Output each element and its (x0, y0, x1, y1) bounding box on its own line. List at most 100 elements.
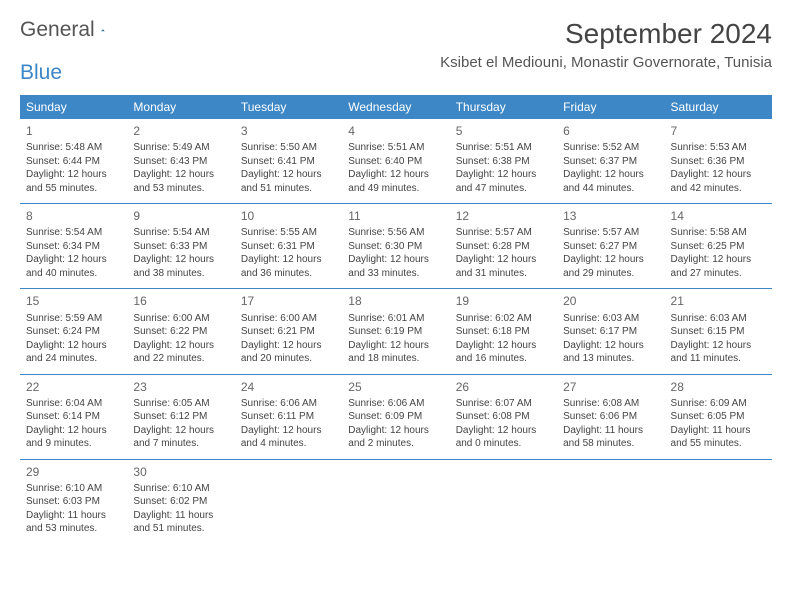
calendar-cell: 21Sunrise: 6:03 AMSunset: 6:15 PMDayligh… (665, 289, 772, 374)
calendar-cell: 28Sunrise: 6:09 AMSunset: 6:05 PMDayligh… (665, 374, 772, 459)
calendar-cell: 4 Sunrise: 5:51 AMSunset: 6:40 PMDaylight… (342, 119, 449, 204)
day-number: 11 (348, 208, 443, 224)
sunrise-line: Sunrise: 5:51 AM (348, 141, 443, 155)
calendar-cell: 10Sunrise: 5:55 AMSunset: 6:31 PMDayligh… (235, 204, 342, 289)
sunset-line: Sunset: 6:44 PM (26, 155, 121, 169)
sunset-line: Sunset: 6:37 PM (563, 155, 658, 169)
sunset-line: Sunset: 6:43 PM (133, 155, 228, 169)
day-number: 16 (133, 293, 228, 309)
day-number: 5 (456, 123, 551, 139)
day-number: 8 (26, 208, 121, 224)
daylight-line: Daylight: 12 hours and 7 minutes. (133, 424, 228, 451)
day-number: 20 (563, 293, 658, 309)
calendar-header: SundayMondayTuesdayWednesdayThursdayFrid… (20, 95, 772, 119)
location: Ksibet el Mediouni, Monastir Governorate… (440, 54, 772, 71)
calendar-cell (557, 459, 664, 544)
daylight-line: Daylight: 12 hours and 16 minutes. (456, 339, 551, 366)
daylight-line: Daylight: 12 hours and 49 minutes. (348, 168, 443, 195)
weekday-header: Thursday (450, 95, 557, 119)
sunrise-line: Sunrise: 5:58 AM (671, 226, 766, 240)
sunrise-line: Sunrise: 6:10 AM (26, 482, 121, 496)
sunset-line: Sunset: 6:02 PM (133, 495, 228, 509)
sunrise-line: Sunrise: 6:03 AM (563, 312, 658, 326)
sunrise-line: Sunrise: 5:55 AM (241, 226, 336, 240)
daylight-line: Daylight: 12 hours and 47 minutes. (456, 168, 551, 195)
day-number: 24 (241, 379, 336, 395)
day-number: 1 (26, 123, 121, 139)
daylight-line: Daylight: 12 hours and 22 minutes. (133, 339, 228, 366)
sunrise-line: Sunrise: 6:10 AM (133, 482, 228, 496)
day-number: 9 (133, 208, 228, 224)
sunset-line: Sunset: 6:24 PM (26, 325, 121, 339)
sunset-line: Sunset: 6:33 PM (133, 240, 228, 254)
daylight-line: Daylight: 12 hours and 18 minutes. (348, 339, 443, 366)
sunrise-line: Sunrise: 6:04 AM (26, 397, 121, 411)
logo-mark-icon (101, 21, 105, 39)
calendar-cell: 13Sunrise: 5:57 AMSunset: 6:27 PMDayligh… (557, 204, 664, 289)
daylight-line: Daylight: 12 hours and 42 minutes. (671, 168, 766, 195)
day-number: 2 (133, 123, 228, 139)
sunrise-line: Sunrise: 6:00 AM (241, 312, 336, 326)
calendar-cell: 1Sunrise: 5:48 AMSunset: 6:44 PMDaylight… (20, 119, 127, 204)
calendar-table: SundayMondayTuesdayWednesdayThursdayFrid… (20, 95, 772, 544)
sunrise-line: Sunrise: 6:02 AM (456, 312, 551, 326)
calendar-cell: 16Sunrise: 6:00 AMSunset: 6:22 PMDayligh… (127, 289, 234, 374)
day-number: 25 (348, 379, 443, 395)
sunset-line: Sunset: 6:15 PM (671, 325, 766, 339)
day-number: 7 (671, 123, 766, 139)
daylight-line: Daylight: 12 hours and 31 minutes. (456, 253, 551, 280)
day-number: 10 (241, 208, 336, 224)
calendar-cell: 20Sunrise: 6:03 AMSunset: 6:17 PMDayligh… (557, 289, 664, 374)
calendar-body: 1 Sunrise: 5:48 AMSunset: 6:44 PM Daylight… (20, 119, 772, 544)
sunset-line: Sunset: 6:06 PM (563, 410, 658, 424)
logo-word1: General (20, 18, 95, 42)
day-number: 23 (133, 379, 228, 395)
daylight-line: Daylight: 12 hours and 38 minutes. (133, 253, 228, 280)
sunrise-line: Sunrise: 5:59 AM (26, 312, 121, 326)
month-title: September 2024 (440, 18, 772, 50)
daylight-line: Daylight: 12 hours and 20 minutes. (241, 339, 336, 366)
sunrise-line: Sunrise: 5:57 AM (563, 226, 658, 240)
logo-word2: Blue (20, 61, 62, 85)
daylight-line: Daylight: 12 hours and 33 minutes. (348, 253, 443, 280)
sunrise-line: Sunrise: 6:06 AM (348, 397, 443, 411)
sunrise-line: Sunrise: 6:09 AM (671, 397, 766, 411)
day-number: 12 (456, 208, 551, 224)
sunset-line: Sunset: 6:18 PM (456, 325, 551, 339)
sunset-line: Sunset: 6:41 PM (241, 155, 336, 169)
daylight-line: Daylight: 12 hours and 40 minutes. (26, 253, 121, 280)
calendar-cell: 11Sunrise: 5:56 AMSunset: 6:30 PMDayligh… (342, 204, 449, 289)
sunset-line: Sunset: 6:21 PM (241, 325, 336, 339)
calendar-cell: 12Sunrise: 5:57 AMSunset: 6:28 PMDayligh… (450, 204, 557, 289)
weekday-header: Monday (127, 95, 234, 119)
day-number: 29 (26, 464, 121, 480)
day-number: 17 (241, 293, 336, 309)
day-number: 14 (671, 208, 766, 224)
day-number: 27 (563, 379, 658, 395)
calendar-cell: 9Sunrise: 5:54 AMSunset: 6:33 PMDaylight… (127, 204, 234, 289)
calendar-cell (342, 459, 449, 544)
sunrise-line: Sunrise: 5:48 AM (26, 141, 121, 155)
sunrise-line: Sunrise: 5:50 AM (241, 141, 336, 155)
sunset-line: Sunset: 6:19 PM (348, 325, 443, 339)
sunset-line: Sunset: 6:27 PM (563, 240, 658, 254)
sunset-line: Sunset: 6:12 PM (133, 410, 228, 424)
day-number: 4 (348, 123, 443, 139)
daylight-line: Daylight: 12 hours and 51 minutes. (241, 168, 336, 195)
calendar-cell: 27 Sunrise: 6:08 AMSunset: 6:06 PMDayligh… (557, 374, 664, 459)
weekday-header: Saturday (665, 95, 772, 119)
sunset-line: Sunset: 6:09 PM (348, 410, 443, 424)
sunrise-line: Sunrise: 6:08 AM (563, 397, 658, 411)
daylight-line: Daylight: 11 hours and 51 minutes. (133, 509, 228, 536)
daylight-line: Daylight: 12 hours and 36 minutes. (241, 253, 336, 280)
day-number: 26 (456, 379, 551, 395)
day-number: 18 (348, 293, 443, 309)
sunset-line: Sunset: 6:40 PM (348, 155, 443, 169)
daylight-line: Daylight: 11 hours and 58 minutes. (563, 424, 658, 451)
sunset-line: Sunset: 6:05 PM (671, 410, 766, 424)
day-number: 21 (671, 293, 766, 309)
sunrise-line: Sunrise: 5:51 AM (456, 141, 551, 155)
calendar-cell: 2Sunrise: 5:49 AMSunset: 6:43 PMDaylight… (127, 119, 234, 204)
sunset-line: Sunset: 6:30 PM (348, 240, 443, 254)
sunrise-line: Sunrise: 6:05 AM (133, 397, 228, 411)
